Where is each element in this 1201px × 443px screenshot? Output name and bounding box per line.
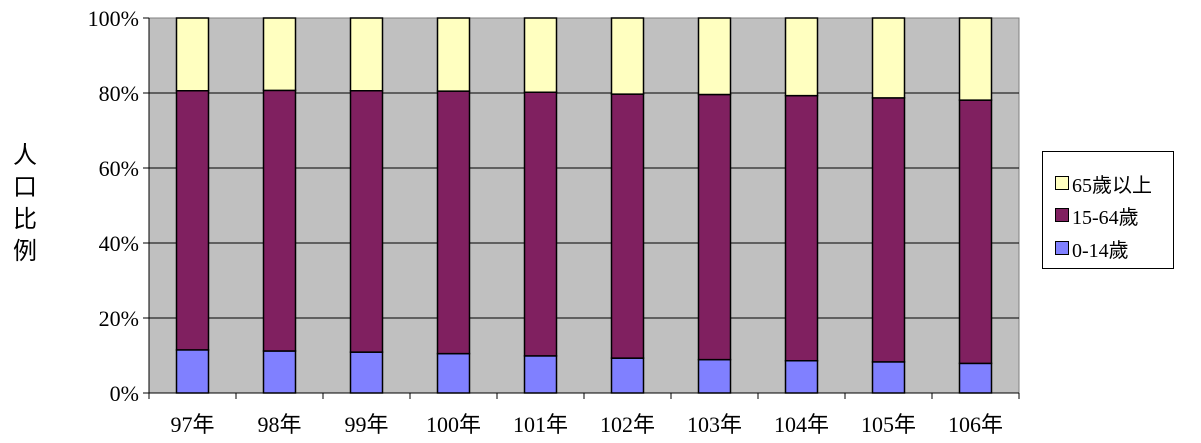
x-tick-label: 102年: [600, 412, 655, 437]
bar-segment: [697, 358, 732, 394]
bar-segment: [262, 350, 297, 394]
bar-segment: [349, 351, 384, 394]
bar-segment: [436, 352, 471, 394]
bar-segment: [871, 17, 906, 99]
bar-segment: [784, 94, 819, 362]
y-axis-label-char: 人: [13, 143, 37, 169]
y-tick-label: 100%: [88, 6, 139, 31]
bar-segment: [436, 17, 471, 92]
legend-swatch: [1055, 208, 1069, 222]
y-tick-label: 60%: [99, 156, 139, 181]
bars: [175, 17, 993, 394]
bar-segment: [784, 360, 819, 394]
legend-item-0-14: 0-14歲: [1055, 236, 1129, 262]
legend-swatch: [1055, 176, 1069, 190]
y-tick-label: 40%: [99, 231, 139, 256]
bar-segment: [610, 357, 645, 394]
x-axis-ticks: 97年 98年 99年 100年 101年 102年 103年 104年 105年 106年: [148, 393, 1020, 437]
x-tick-label: 98年: [257, 412, 301, 437]
bar-segment: [262, 17, 297, 92]
legend-label: 15-64歲: [1072, 206, 1139, 229]
y-axis-label-char: 比: [13, 207, 37, 233]
x-tick-label: 97年: [170, 412, 214, 437]
bar-segment: [523, 91, 558, 357]
bar-segment: [523, 17, 558, 93]
legend-label: 0-14歲: [1072, 239, 1129, 262]
bar-segment: [436, 90, 471, 355]
legend-swatch: [1055, 241, 1069, 255]
x-tick-label: 105年: [861, 412, 916, 437]
y-tick-label: 0%: [110, 381, 139, 406]
bar-segment: [262, 89, 297, 352]
x-tick-label: 104年: [774, 412, 829, 437]
y-axis-label-char: 口: [13, 175, 37, 201]
bar-segment: [871, 97, 906, 363]
x-tick-label: 99年: [344, 412, 388, 437]
legend: 65歲以上 15-64歲 0-14歲: [1042, 151, 1174, 269]
bar-segment: [871, 361, 906, 394]
bar-segment: [349, 90, 384, 353]
x-tick-label: 101年: [513, 412, 568, 437]
bar-segment: [697, 93, 732, 361]
bar-segment: [175, 349, 210, 394]
bar-segment: [958, 362, 993, 394]
legend-item-65-plus: 65歲以上: [1055, 171, 1152, 197]
x-tick-label: 103年: [687, 412, 742, 437]
bar-segment: [523, 355, 558, 394]
bar-segment: [958, 17, 993, 101]
bar-segment: [175, 17, 210, 92]
legend-item-15-64: 15-64歲: [1055, 203, 1139, 229]
y-tick-label: 80%: [99, 81, 139, 106]
y-axis-label: 人 口 比 例: [10, 140, 40, 268]
legend-label: 65歲以上: [1072, 174, 1152, 197]
x-tick-label: 106年: [948, 412, 1003, 437]
bar-segment: [349, 17, 384, 92]
bar-segment: [175, 90, 210, 351]
bar-segment: [610, 93, 645, 359]
bar-segment: [784, 17, 819, 97]
x-tick-label: 100年: [426, 412, 481, 437]
y-tick-label: 20%: [99, 306, 139, 331]
bar-segment: [697, 17, 732, 96]
bar-segment: [958, 99, 993, 365]
y-axis-label-char: 例: [13, 239, 37, 265]
bar-segment: [610, 17, 645, 95]
